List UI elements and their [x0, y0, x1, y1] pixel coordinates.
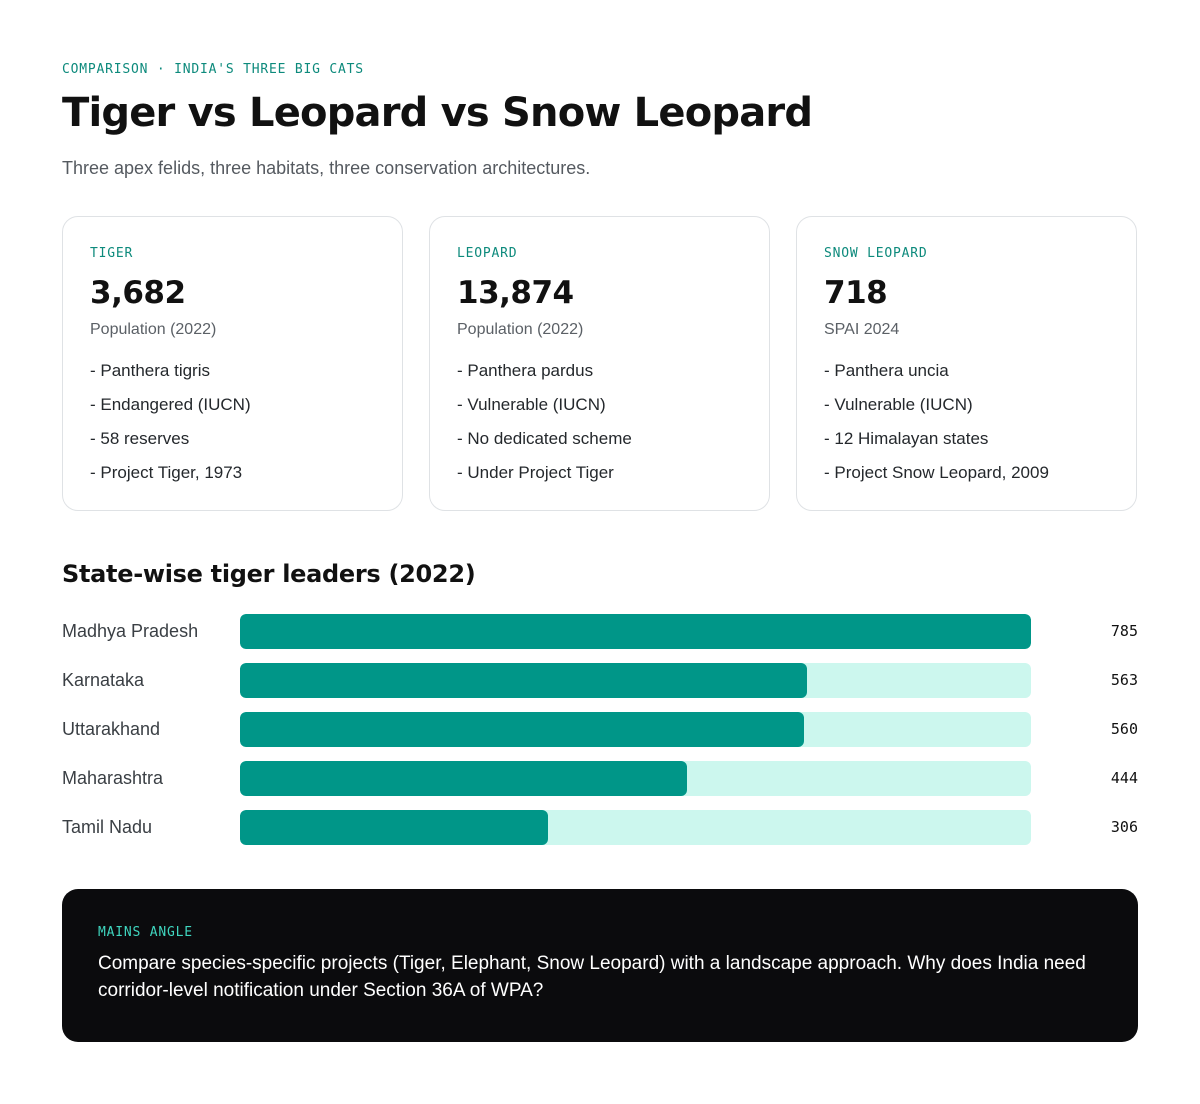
- mains-label: MAINS ANGLE: [98, 925, 193, 940]
- mains-angle-panel: MAINS ANGLE Compare species-specific pro…: [62, 889, 1138, 1042]
- fact-item: - No dedicated scheme: [457, 429, 632, 448]
- bar-row: Tamil Nadu 306: [62, 810, 1138, 845]
- bar-row: Karnataka 563: [62, 663, 1138, 698]
- bar-value-label: 444: [1110, 769, 1138, 787]
- bar-row: Madhya Pradesh 785: [62, 614, 1138, 649]
- kicker: COMPARISON · INDIA'S THREE BIG CATS: [62, 62, 364, 77]
- bar-category-label: Uttarakhand: [62, 719, 161, 739]
- chart-title: State-wise tiger leaders (2022): [62, 560, 476, 588]
- fact-item: - Panthera tigris: [90, 361, 210, 380]
- bar: [240, 614, 1031, 649]
- fact-item: - Endangered (IUCN): [90, 395, 251, 414]
- mains-question: Compare species-specific projects (Tiger…: [98, 953, 1086, 1001]
- fact-item: - Vulnerable (IUCN): [457, 395, 606, 414]
- bar-category-label: Tamil Nadu: [62, 817, 153, 837]
- state-tiger-bar-chart: Madhya Pradesh 785 Karnataka 563 Uttarakhand…: [62, 614, 1138, 850]
- bar-row: Uttarakhand 560: [62, 712, 1138, 747]
- species-cards: TIGER 3,682 Population (2022) - Panthera…: [62, 216, 1138, 513]
- card-facts: - Panthera tigris - Endangered (IUCN) - …: [90, 361, 251, 497]
- bar: [240, 761, 687, 796]
- card-snow-leopard: SNOW LEOPARD 718 SPAI 2024 - Panthera un…: [796, 216, 1137, 511]
- card-stat-label: Population (2022): [90, 321, 217, 338]
- card-facts: - Panthera uncia - Vulnerable (IUCN) - 1…: [824, 361, 1049, 497]
- bar-category-label: Karnataka: [62, 670, 145, 690]
- page-subtitle: Three apex felids, three habitats, three…: [62, 158, 591, 178]
- card-stat-label: Population (2022): [457, 321, 584, 338]
- card-stat: 13,874: [457, 275, 574, 311]
- fact-item: - Project Tiger, 1973: [90, 463, 243, 482]
- bar: [240, 712, 804, 747]
- card-stat-label: SPAI 2024: [824, 321, 900, 338]
- bar-value-label: 563: [1110, 671, 1138, 689]
- card-stat: 718: [824, 275, 888, 311]
- page-title: Tiger vs Leopard vs Snow Leopard: [62, 90, 813, 136]
- bar: [240, 810, 548, 845]
- card-label: SNOW LEOPARD: [824, 246, 928, 261]
- card-tiger: TIGER 3,682 Population (2022) - Panthera…: [62, 216, 403, 511]
- card-label: TIGER: [90, 246, 134, 261]
- card-label: LEOPARD: [457, 246, 518, 261]
- bar-value-label: 306: [1110, 818, 1138, 836]
- bar-value-label: 785: [1110, 622, 1138, 640]
- bar-track: [240, 712, 1031, 747]
- card-stat: 3,682: [90, 275, 186, 311]
- bar-track: [240, 810, 1031, 845]
- bar-category-label: Maharashtra: [62, 768, 164, 788]
- bar-category-label: Madhya Pradesh: [62, 621, 199, 641]
- fact-item: - Project Snow Leopard, 2009: [824, 463, 1049, 482]
- bar: [240, 663, 807, 698]
- fact-item: - Vulnerable (IUCN): [824, 395, 973, 414]
- bar-value-label: 560: [1110, 720, 1138, 738]
- fact-item: - Panthera uncia: [824, 361, 949, 380]
- fact-item: - Under Project Tiger: [457, 463, 614, 482]
- fact-item: - 12 Himalayan states: [824, 429, 989, 448]
- bar-row: Maharashtra 444: [62, 761, 1138, 796]
- bar-track: [240, 663, 1031, 698]
- fact-item: - Panthera pardus: [457, 361, 594, 380]
- card-facts: - Panthera pardus - Vulnerable (IUCN) - …: [457, 361, 632, 497]
- bar-track: [240, 761, 1031, 796]
- card-leopard: LEOPARD 13,874 Population (2022) - Panth…: [429, 216, 770, 511]
- fact-item: - 58 reserves: [90, 429, 190, 448]
- bar-track: [240, 614, 1031, 649]
